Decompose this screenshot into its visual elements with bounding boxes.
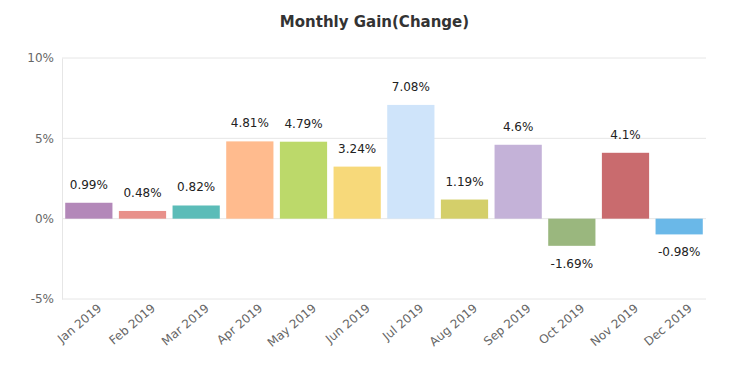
x-tick: Mar 2019	[159, 299, 212, 348]
data-label: 4.81%	[231, 116, 269, 130]
x-tick: Sep 2019	[481, 299, 534, 348]
bar	[495, 145, 542, 219]
x-tick-label: Dec 2019	[642, 301, 695, 349]
data-label: 0.48%	[123, 186, 161, 200]
x-tick: Feb 2019	[106, 299, 158, 348]
data-label: 4.6%	[503, 120, 533, 134]
x-tick-label: Sep 2019	[481, 301, 534, 348]
data-label: 4.79%	[284, 117, 322, 131]
x-tick-label: Jun 2019	[322, 301, 372, 347]
grid-line	[62, 299, 706, 300]
bar	[173, 205, 220, 218]
x-tick-label: Jan 2019	[54, 301, 104, 346]
grid	[62, 58, 706, 299]
y-axis: -5% 0% 5% 10%	[27, 51, 62, 306]
x-tick-label: Oct 2019	[536, 301, 587, 347]
bar	[65, 203, 112, 219]
data-labels: 0.99% 0.48% 0.82% 4.81% 4.79% 3.24% 7.08% 1.19%…	[70, 80, 701, 271]
data-label: 0.99%	[70, 178, 108, 192]
x-tick-label: Apr 2019	[214, 301, 265, 347]
y-tick-label: 5%	[35, 132, 54, 146]
plot: -5% 0% 5% 10% Jan 2019Feb 2019Mar 2019Apr 20…	[27, 51, 706, 350]
bar	[387, 105, 434, 219]
x-tick: Oct 2019	[536, 299, 587, 347]
grid-line	[62, 58, 706, 59]
x-tick-label: Nov 2019	[588, 301, 641, 349]
y-tick-label: 0%	[35, 212, 54, 226]
data-label: 0.82%	[177, 180, 215, 194]
x-tick: Apr 2019	[214, 299, 265, 347]
bar	[226, 141, 273, 218]
y-tick-label: -5%	[31, 292, 54, 306]
x-tick: Dec 2019	[642, 299, 695, 349]
bar	[280, 142, 327, 219]
bar	[441, 200, 488, 219]
bar	[602, 153, 649, 219]
data-label: -0.98%	[658, 245, 700, 259]
chart-title: Monthly Gain(Change)	[280, 13, 469, 31]
data-label: -1.69%	[551, 257, 593, 271]
y-tick: 10%	[27, 51, 62, 65]
x-tick: Jul 2019	[379, 299, 426, 344]
x-tick-label: May 2019	[265, 301, 319, 350]
x-tick-label: Mar 2019	[159, 301, 212, 348]
x-tick: Jun 2019	[322, 299, 372, 347]
bar	[119, 211, 166, 219]
bars	[65, 105, 703, 246]
chart-svg: Monthly Gain(Change) -5% 0% 5% 10% Jan 2019Fe…	[0, 0, 749, 382]
x-axis-line	[63, 299, 707, 300]
x-tick: May 2019	[265, 299, 319, 350]
data-label: 7.08%	[392, 80, 430, 94]
y-tick-label: 10%	[27, 51, 54, 65]
data-label: 4.1%	[610, 128, 641, 142]
x-tick-label: Aug 2019	[427, 301, 480, 349]
x-tick: Aug 2019	[427, 299, 480, 349]
x-axis: Jan 2019Feb 2019Mar 2019Apr 2019May 2019…	[54, 299, 706, 350]
y-tick: 0%	[35, 212, 62, 226]
x-tick: Jan 2019	[54, 299, 104, 346]
y-axis-line	[62, 59, 63, 300]
x-tick-label: Jul 2019	[379, 301, 426, 344]
y-tick: -5%	[31, 292, 62, 306]
y-tick: 5%	[35, 132, 62, 146]
data-label: 1.19%	[445, 175, 483, 189]
bar	[548, 219, 595, 246]
x-tick-label: Feb 2019	[106, 301, 158, 347]
chart-container: Monthly Gain(Change) -5% 0% 5% 10% Jan 2019Fe…	[0, 0, 749, 382]
data-label: 3.24%	[338, 142, 376, 156]
x-tick: Nov 2019	[588, 299, 641, 349]
bar	[334, 167, 381, 219]
bar	[656, 219, 703, 235]
